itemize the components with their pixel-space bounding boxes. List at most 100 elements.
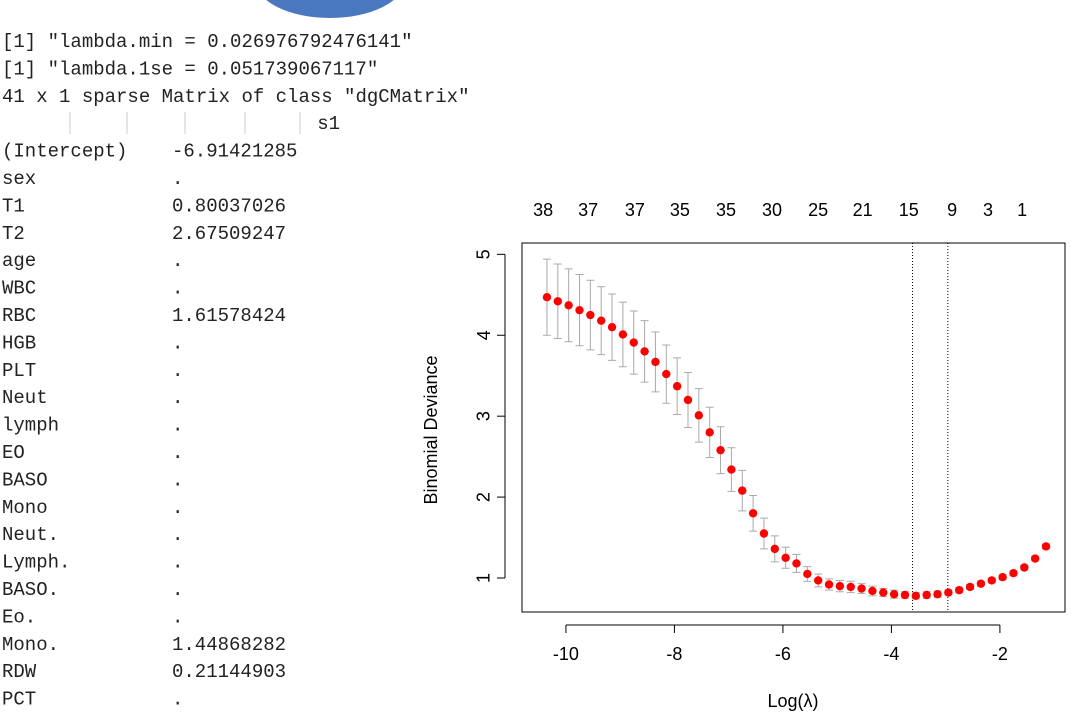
- point: [1041, 542, 1051, 551]
- coefficient: .: [172, 497, 183, 519]
- point: [694, 411, 704, 420]
- row-name: (Intercept): [2, 141, 127, 163]
- coefficient: .: [172, 579, 183, 601]
- coefficient: 0.80037026: [172, 195, 286, 217]
- row-name: Neut.: [2, 524, 59, 546]
- point: [998, 573, 1007, 582]
- coefficient: 1.44868282: [172, 634, 286, 656]
- row-name: T2: [2, 223, 25, 245]
- y-tick-label: 5: [474, 249, 494, 259]
- point: [727, 465, 736, 474]
- point: [651, 357, 660, 367]
- y-tick-label: 3: [474, 411, 494, 421]
- point: [1009, 568, 1018, 578]
- coefficient: .: [172, 606, 183, 628]
- point: [857, 584, 866, 593]
- row-name: age: [2, 250, 36, 272]
- coefficient: .: [172, 415, 183, 437]
- row-name: HGB: [2, 332, 36, 354]
- row-name: sex: [2, 168, 36, 190]
- point: [586, 310, 595, 320]
- point: [683, 395, 693, 405]
- point: [933, 589, 942, 599]
- point: [618, 330, 628, 339]
- coefficient: 2.67509247: [172, 223, 286, 245]
- coefficient: 1.61578424: [172, 305, 286, 327]
- point: [596, 316, 606, 325]
- top-tick-label: 1: [1017, 200, 1027, 220]
- top-tick-label: 37: [625, 200, 645, 220]
- row-name: Neut: [2, 387, 48, 409]
- row-name: BASO: [2, 469, 48, 491]
- row-name: WBC: [2, 278, 36, 300]
- point: [911, 591, 921, 601]
- point: [738, 486, 747, 495]
- coefficient: .: [172, 360, 183, 382]
- point: [1030, 554, 1040, 563]
- coefficient: -6.91421285: [172, 141, 297, 163]
- coefficient: .: [172, 524, 183, 546]
- coefficient: .: [172, 552, 183, 574]
- column-header: s1: [317, 113, 340, 135]
- point: [770, 544, 779, 554]
- point: [987, 576, 996, 585]
- point: [824, 580, 834, 589]
- console-line: 41 x 1 sparse Matrix of class "dgCMatrix…: [2, 86, 469, 108]
- point: [564, 301, 573, 310]
- x-tick-label: -4: [883, 644, 899, 664]
- point: [813, 576, 823, 585]
- y-tick-label: 1: [474, 573, 494, 583]
- point: [542, 293, 552, 302]
- row-name: Lymph.: [2, 552, 70, 574]
- row-name: Mono.: [2, 634, 59, 656]
- coefficient: .: [172, 278, 183, 300]
- y-tick-label: 4: [474, 330, 494, 340]
- x-tick-label: -2: [992, 644, 1008, 664]
- coefficient: .: [172, 689, 183, 711]
- point: [976, 579, 986, 588]
- point: [759, 529, 769, 538]
- point: [803, 569, 812, 579]
- console-line: [1] "lambda.1se = 0.051739067117": [2, 58, 378, 80]
- point: [781, 553, 790, 562]
- x-tick-label: -8: [666, 644, 682, 664]
- row-name: lymph: [2, 415, 59, 437]
- point: [607, 322, 617, 332]
- bars: [69, 112, 301, 134]
- x-tick-label: -6: [775, 644, 791, 664]
- row-name: T1: [2, 195, 25, 217]
- y-tick-label: 2: [474, 492, 494, 502]
- point: [1020, 563, 1029, 572]
- point: [662, 369, 671, 379]
- row-name: RDW: [2, 661, 37, 683]
- point: [965, 582, 975, 592]
- coefficient: .: [172, 442, 183, 464]
- point: [889, 589, 899, 599]
- row-name: Eo.: [2, 606, 36, 628]
- top-tick-label: 15: [899, 200, 919, 220]
- top-tick-label: 35: [670, 200, 690, 220]
- row-name: PCT: [2, 689, 36, 711]
- point: [575, 305, 584, 315]
- top-tick-label: 25: [808, 200, 828, 220]
- point: [868, 586, 877, 596]
- point: [629, 338, 638, 347]
- point: [792, 559, 801, 568]
- coefficient: .: [172, 332, 183, 354]
- point: [640, 347, 649, 356]
- point: [553, 297, 563, 306]
- top-tick-label: 9: [947, 200, 957, 220]
- point: [748, 509, 758, 518]
- point: [846, 582, 855, 592]
- coefficient: .: [172, 387, 183, 409]
- point: [944, 588, 953, 597]
- coefficient: .: [172, 250, 183, 272]
- row-name: EO: [2, 442, 25, 464]
- row-name: Mono: [2, 497, 48, 519]
- top-tick-label: 21: [853, 200, 873, 220]
- point: [900, 590, 910, 600]
- point: [922, 590, 931, 600]
- x-axis-label: Log(λ): [767, 691, 818, 711]
